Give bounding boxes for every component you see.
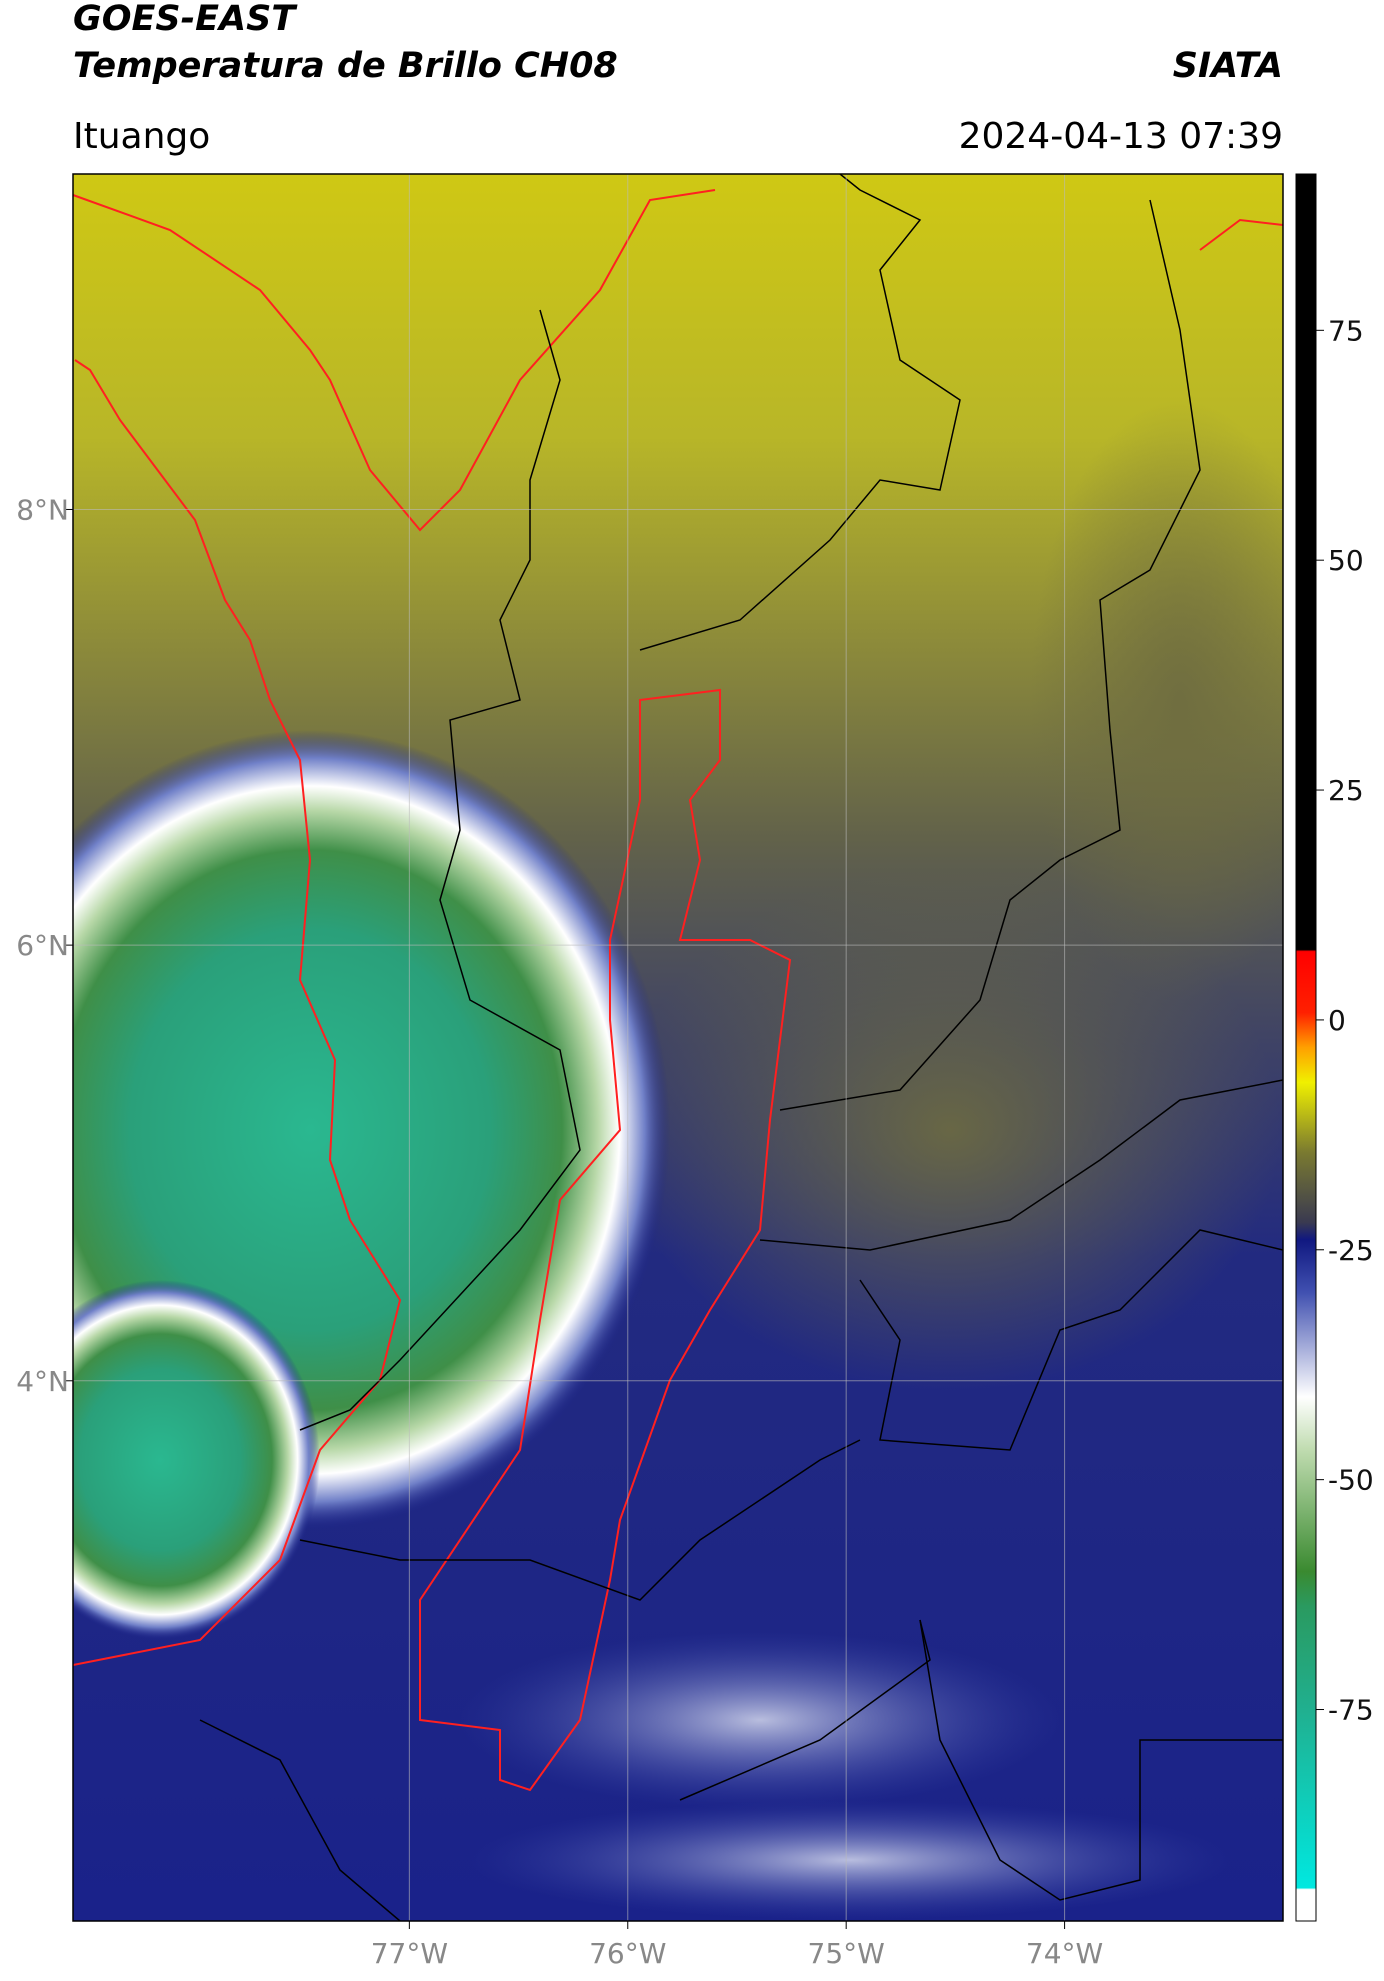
colorbar-tick-label: -25 bbox=[1328, 1234, 1374, 1267]
timestamp: 2024-04-13 07:39 bbox=[959, 116, 1283, 157]
grid bbox=[73, 174, 1283, 1921]
colorbar-tick-label: 50 bbox=[1328, 544, 1364, 577]
colorbar-tick-label: 25 bbox=[1328, 774, 1364, 807]
x-tick-label: 75°W bbox=[808, 1937, 885, 1970]
colorbar-tick-label: 75 bbox=[1328, 314, 1364, 347]
map-frame bbox=[72, 173, 1284, 1922]
title: GOES-EAST bbox=[73, 0, 298, 39]
colorbar bbox=[1295, 173, 1317, 1922]
colorbar-tick-label: 0 bbox=[1328, 1004, 1346, 1037]
location: Ituango bbox=[73, 116, 210, 157]
x-tick-label: 74°W bbox=[1026, 1937, 1103, 1970]
colorbar-tick-label: -50 bbox=[1328, 1464, 1374, 1497]
satellite-image bbox=[73, 174, 1283, 1921]
y-tick-label: 4°N bbox=[16, 1365, 69, 1398]
colorbar-tick-label: -75 bbox=[1328, 1694, 1374, 1727]
y-tick-label: 6°N bbox=[16, 929, 69, 962]
y-tick-label: 8°N bbox=[16, 493, 69, 526]
x-tick-label: 76°W bbox=[589, 1937, 666, 1970]
x-tick-label: 77°W bbox=[371, 1937, 448, 1970]
subtitle: Temperatura de Brillo CH08 bbox=[73, 46, 618, 86]
source: SIATA bbox=[1173, 46, 1283, 86]
